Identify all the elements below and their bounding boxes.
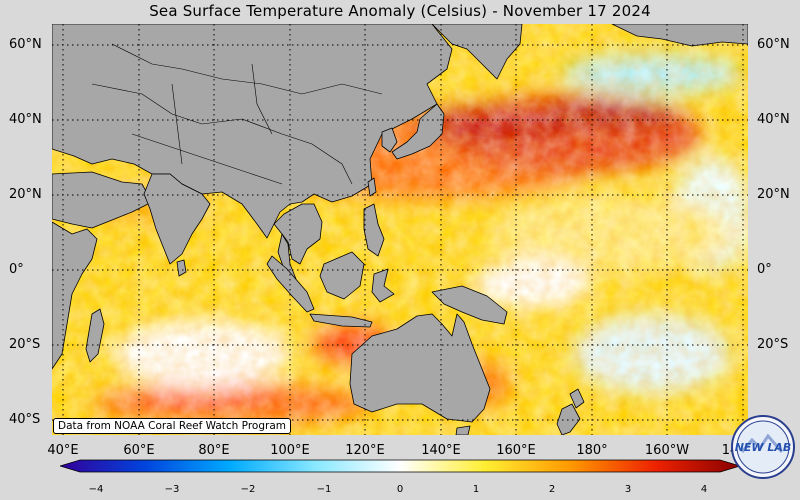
map-title: Sea Surface Temperature Anomaly (Celsius… xyxy=(149,2,651,20)
land xyxy=(52,24,748,435)
lat-label-left: 20°N xyxy=(9,187,42,202)
colorbar-tick: −4 xyxy=(88,484,104,495)
colorbar-tick: 2 xyxy=(548,484,556,495)
lon-label: 80°E xyxy=(198,443,230,458)
lat-label-left: 60°N xyxy=(9,37,42,52)
data-credit: Data from NOAA Coral Reef Watch Program xyxy=(53,418,291,434)
lon-label: 40°E xyxy=(47,443,79,458)
land-taiwan xyxy=(367,177,377,197)
lat-label-right: 40°N xyxy=(757,112,790,127)
colorbar-tick: −3 xyxy=(164,484,180,495)
lon-label: 120°E xyxy=(345,443,385,458)
land-newzealand-north xyxy=(569,388,585,409)
lat-label-left: 40°S xyxy=(9,412,41,427)
colorbar-tick: 3 xyxy=(624,484,632,495)
lat-label-right: 60°N xyxy=(757,37,790,52)
land-madagascar xyxy=(85,308,105,363)
lat-label-left: 0° xyxy=(9,262,24,277)
land-borneo xyxy=(319,251,365,300)
lon-label: 160°E xyxy=(496,443,536,458)
colorbar xyxy=(60,459,740,473)
colorbar-tick: −2 xyxy=(240,484,256,495)
land-tasmania xyxy=(455,425,471,435)
sst-anomaly-map xyxy=(52,24,748,435)
land-indochina xyxy=(273,203,323,265)
lab-logo: NEW LAB xyxy=(731,415,795,479)
lon-label: 140°E xyxy=(421,443,461,458)
colorbar-tick: −1 xyxy=(316,484,332,495)
land-kamchatka xyxy=(431,24,523,80)
lat-label-right: 20°N xyxy=(757,187,790,202)
graticule xyxy=(52,24,748,435)
lon-label: 100°E xyxy=(270,443,310,458)
land-africa xyxy=(52,221,98,370)
lon-label: 180° xyxy=(576,443,608,458)
country-borders xyxy=(91,43,383,185)
lat-label-right: 20°S xyxy=(757,337,789,352)
land-australia xyxy=(349,313,491,423)
lat-label-left: 40°N xyxy=(9,112,42,127)
land-java xyxy=(309,313,373,328)
colorbar-tick: 1 xyxy=(472,484,480,495)
land-korea xyxy=(381,127,398,153)
land-alaska xyxy=(611,24,748,47)
colorbar-scale xyxy=(60,459,740,473)
logo-text: NEW LAB xyxy=(735,441,792,454)
land-sulawesi xyxy=(371,268,395,303)
land-japan xyxy=(391,103,445,160)
land-philippines xyxy=(363,203,385,257)
lon-label: 60°E xyxy=(123,443,155,458)
lat-label-right: 0° xyxy=(757,262,772,277)
land-arabia xyxy=(52,171,153,229)
land-newguinea xyxy=(431,285,508,325)
land-srilanka xyxy=(176,259,187,277)
colorbar-tick: 4 xyxy=(700,484,708,495)
colorbar-tick: 0 xyxy=(396,484,404,495)
land-india xyxy=(143,173,211,265)
lon-label: 160°W xyxy=(644,443,690,458)
lat-label-left: 20°S xyxy=(9,337,41,352)
